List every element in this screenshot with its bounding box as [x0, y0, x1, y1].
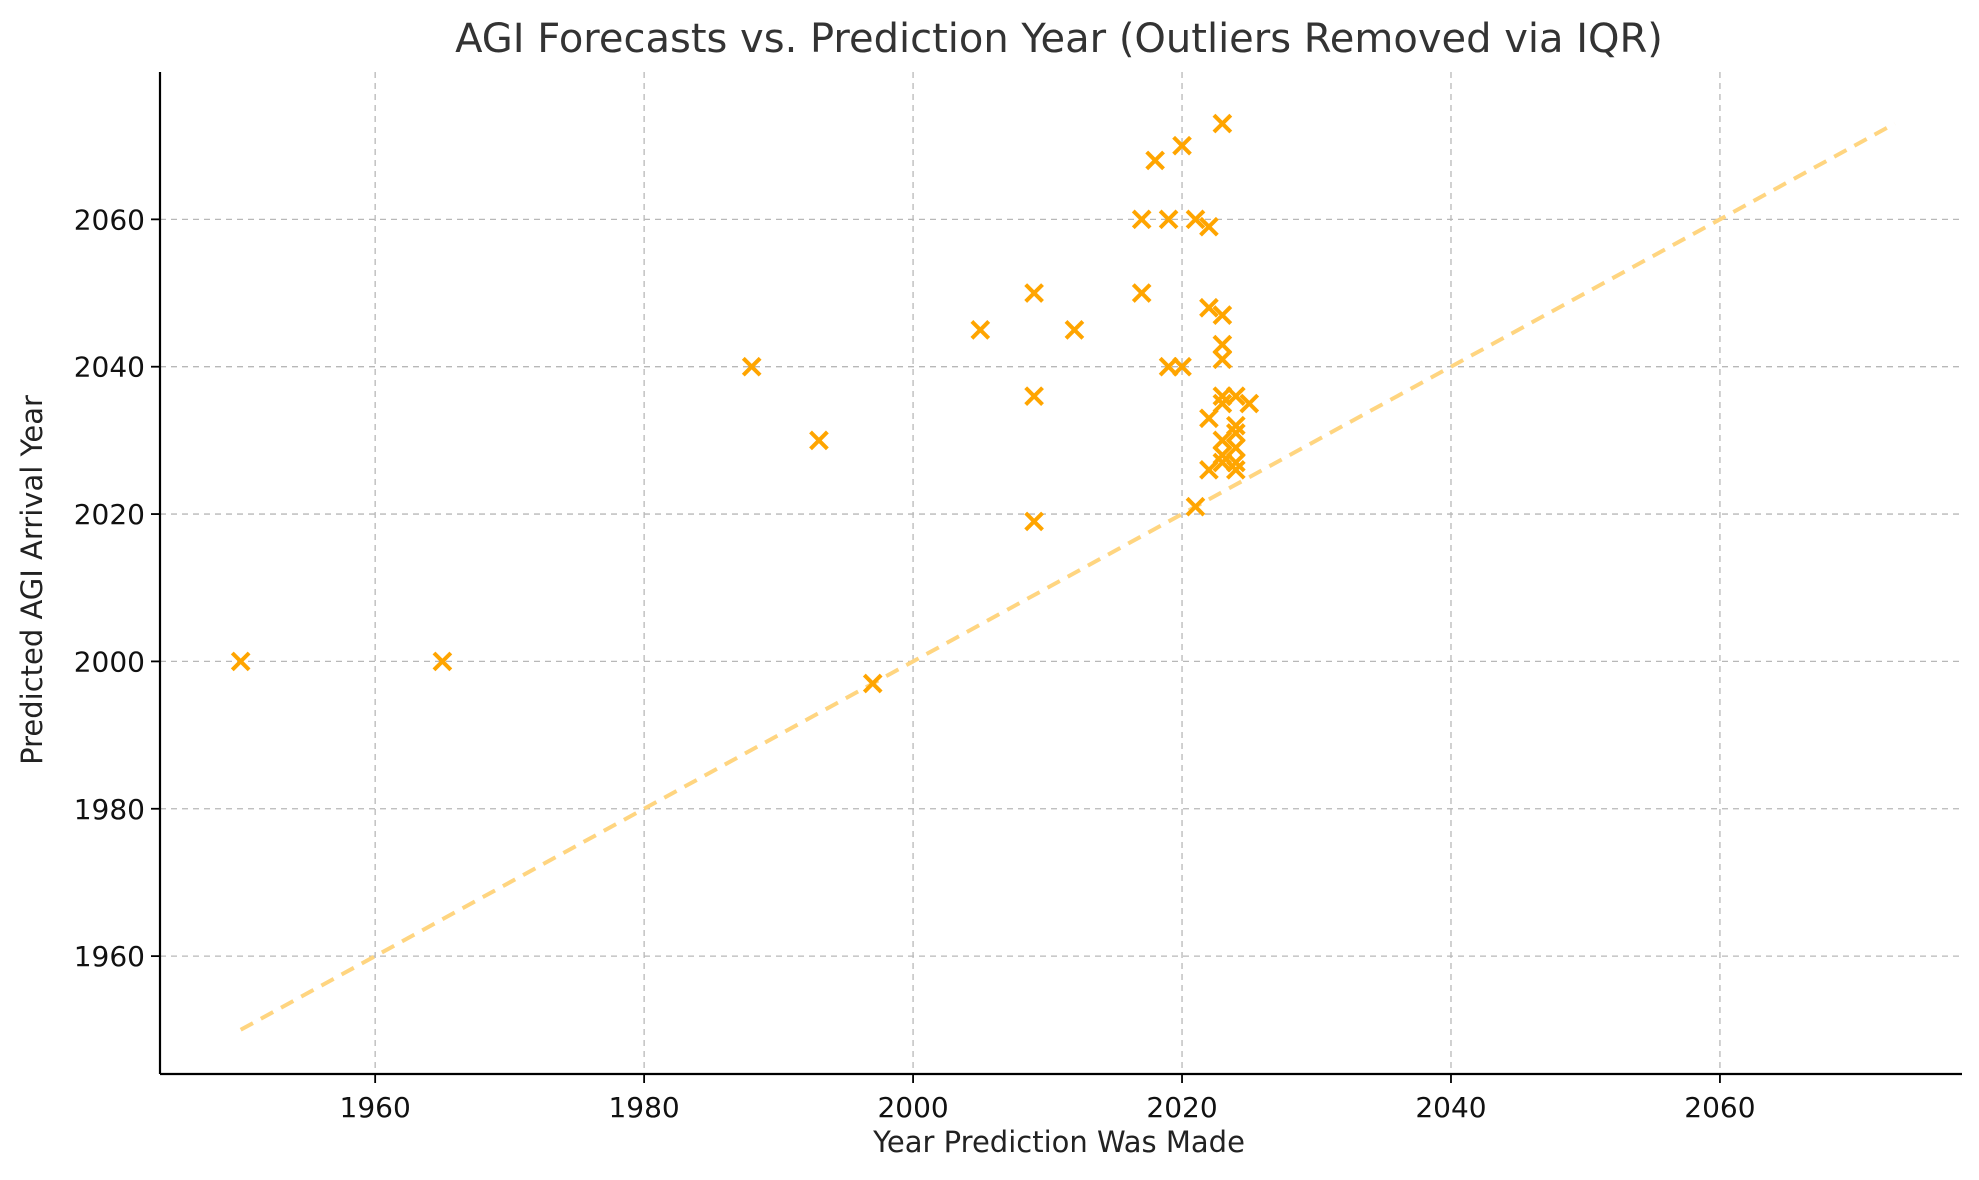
- data-point-23: [1212, 113, 1233, 134]
- data-point-34: [1225, 423, 1246, 443]
- data-point-6: [1024, 283, 1044, 303]
- data-point-19: [1199, 216, 1219, 237]
- x-tick-label-2040: 2040: [1415, 1091, 1486, 1124]
- y-tick-label-2000: 2000: [74, 645, 145, 678]
- data-point-22: [1199, 460, 1219, 480]
- data-point-14: [1158, 356, 1179, 377]
- data-point-17: [1185, 209, 1206, 230]
- data-point-31: [1212, 452, 1233, 473]
- x-axis-label: Year Prediction Was Made: [872, 1125, 1245, 1159]
- data-point-11: [1131, 283, 1152, 303]
- data-point-37: [1225, 460, 1246, 480]
- chart-title: AGI Forecasts vs. Prediction Year (Outli…: [455, 16, 1663, 62]
- y-tick-label-2040: 2040: [74, 351, 145, 384]
- data-point-2: [741, 356, 762, 377]
- reference-line: [239, 121, 1896, 1032]
- y-tick-label-2020: 2020: [74, 498, 145, 531]
- y-tick-label-2060: 2060: [74, 203, 145, 236]
- data-point-18: [1185, 496, 1206, 517]
- x-tick-label-1960: 1960: [340, 1091, 411, 1124]
- points-layer: [230, 113, 1260, 694]
- data-point-25: [1212, 334, 1233, 355]
- data-point-10: [1131, 209, 1152, 230]
- data-point-9: [1064, 320, 1085, 340]
- y-axis-label: Predicted AGI Arrival Year: [15, 395, 49, 765]
- data-point-0: [230, 651, 251, 672]
- x-tick-label-2000: 2000: [877, 1091, 948, 1124]
- data-point-38: [1239, 393, 1260, 414]
- x-tick-label-1980: 1980: [608, 1091, 679, 1124]
- data-point-7: [1024, 386, 1044, 407]
- data-point-16: [1172, 356, 1192, 377]
- data-point-4: [862, 673, 883, 694]
- y-tick-label-1980: 1980: [74, 793, 145, 826]
- data-point-20: [1199, 297, 1219, 318]
- data-point-8: [1024, 511, 1044, 532]
- reference-line-layer: [239, 121, 1896, 1032]
- data-point-12: [1145, 150, 1165, 171]
- data-point-26: [1212, 349, 1233, 370]
- data-point-29: [1212, 430, 1233, 451]
- data-point-3: [809, 430, 829, 451]
- data-point-13: [1158, 209, 1179, 230]
- grid-layer: [160, 72, 1962, 1074]
- data-point-5: [970, 320, 991, 340]
- x-tick-label-2060: 2060: [1684, 1091, 1755, 1124]
- data-point-24: [1212, 305, 1233, 325]
- axes-layer: 1960 1980 2000 2020 2040 2060 1960 1980 2000 2020…: [74, 72, 1962, 1124]
- data-point-28: [1212, 393, 1233, 414]
- y-tick-label-1960: 1960: [74, 940, 145, 973]
- data-point-1: [432, 651, 453, 672]
- x-tick-label-2020: 2020: [1146, 1091, 1217, 1124]
- data-point-35: [1225, 437, 1246, 458]
- data-point-21: [1199, 408, 1219, 429]
- data-point-15: [1172, 135, 1192, 156]
- data-point-32: [1225, 386, 1246, 407]
